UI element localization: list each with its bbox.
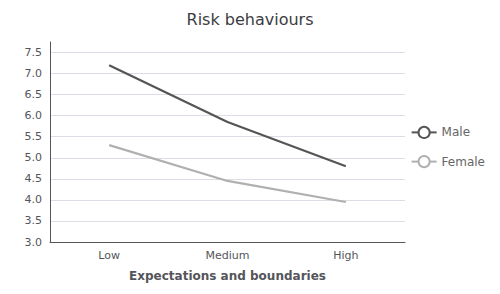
svg-text:4.0: 4.0 — [25, 193, 43, 206]
svg-text:Female: Female — [442, 155, 485, 169]
svg-text:7.5: 7.5 — [25, 46, 43, 59]
svg-text:High: High — [333, 249, 358, 262]
svg-text:3.5: 3.5 — [25, 214, 43, 227]
svg-text:Risk behaviours: Risk behaviours — [187, 10, 314, 29]
svg-text:3.0: 3.0 — [25, 236, 43, 249]
svg-text:Medium: Medium — [206, 249, 250, 262]
svg-text:Male: Male — [442, 125, 470, 139]
svg-text:6.0: 6.0 — [25, 109, 43, 122]
svg-text:7.0: 7.0 — [25, 67, 43, 80]
svg-text:6.5: 6.5 — [25, 88, 43, 101]
svg-text:Low: Low — [98, 249, 120, 262]
svg-text:4.5: 4.5 — [25, 172, 43, 185]
svg-text:5.5: 5.5 — [25, 130, 43, 143]
svg-text:5.0: 5.0 — [25, 151, 43, 164]
svg-text:Expectations and boundaries: Expectations and boundaries — [129, 269, 326, 283]
